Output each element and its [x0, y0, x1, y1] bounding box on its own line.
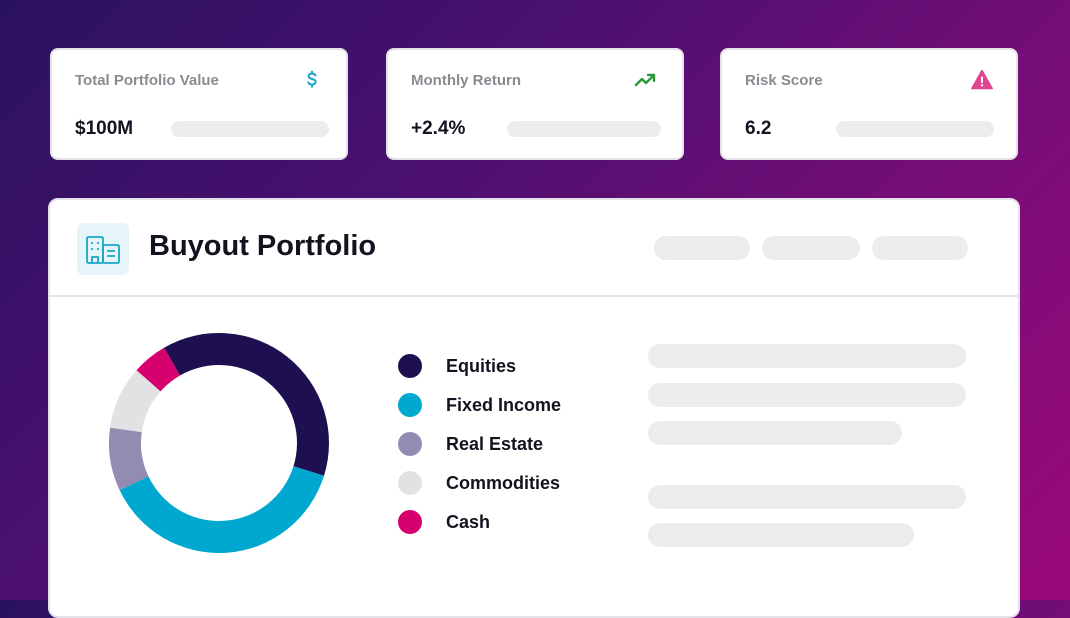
trending-up-icon [634, 73, 656, 87]
stat-card-risk-score: Risk Score 6.2 [720, 48, 1018, 160]
warning-icon [971, 69, 993, 90]
donut-slice-commodities [110, 370, 161, 433]
donut-slice-cash [136, 347, 180, 392]
placeholder-line [648, 421, 902, 445]
placeholder-bar [836, 121, 994, 137]
donut-slice-equities [164, 333, 329, 476]
dollar-icon [307, 70, 317, 88]
stat-value: 6.2 [745, 118, 772, 139]
placeholder-line [648, 485, 966, 509]
placeholder-pill [762, 236, 860, 260]
donut-slice-real-estate [109, 427, 149, 491]
legend-label: Real Estate [446, 434, 544, 454]
stat-card-monthly-return: Monthly Return +2.4% [386, 48, 684, 160]
legend-label: Cash [446, 512, 491, 532]
placeholder-pill [654, 236, 750, 260]
donut-slice-fixed-income [119, 466, 325, 553]
stat-label: Total Portfolio Value [75, 72, 219, 89]
portfolio-icon-tile [77, 223, 129, 275]
portfolio-title: Buyout Portfolio [149, 230, 377, 262]
allocation-donut-chart [109, 333, 329, 553]
stat-card-total-value: Total Portfolio Value $100M [50, 48, 348, 160]
legend-swatch [398, 432, 422, 456]
legend-swatch [398, 471, 422, 495]
placeholder-bar [507, 121, 661, 137]
stat-label: Risk Score [745, 72, 823, 89]
placeholder-line [648, 344, 966, 368]
legend-label: Equities [446, 356, 517, 376]
placeholder-line [648, 523, 914, 547]
legend-swatch [398, 393, 422, 417]
portfolio-card: Buyout Portfolio Equities Fixed Income Rea… [48, 198, 1020, 618]
stat-label: Monthly Return [411, 72, 521, 89]
legend-swatch [398, 354, 422, 378]
legend-label: Fixed Income [446, 395, 562, 415]
placeholder-line [648, 383, 966, 407]
header-divider [50, 295, 1018, 297]
stat-value: +2.4% [411, 118, 466, 139]
legend-swatch [398, 510, 422, 534]
stat-value: $100M [75, 118, 134, 139]
placeholder-bar [171, 121, 329, 137]
placeholder-pill [872, 236, 968, 260]
legend-label: Commodities [446, 473, 561, 493]
building-icon [86, 236, 120, 264]
